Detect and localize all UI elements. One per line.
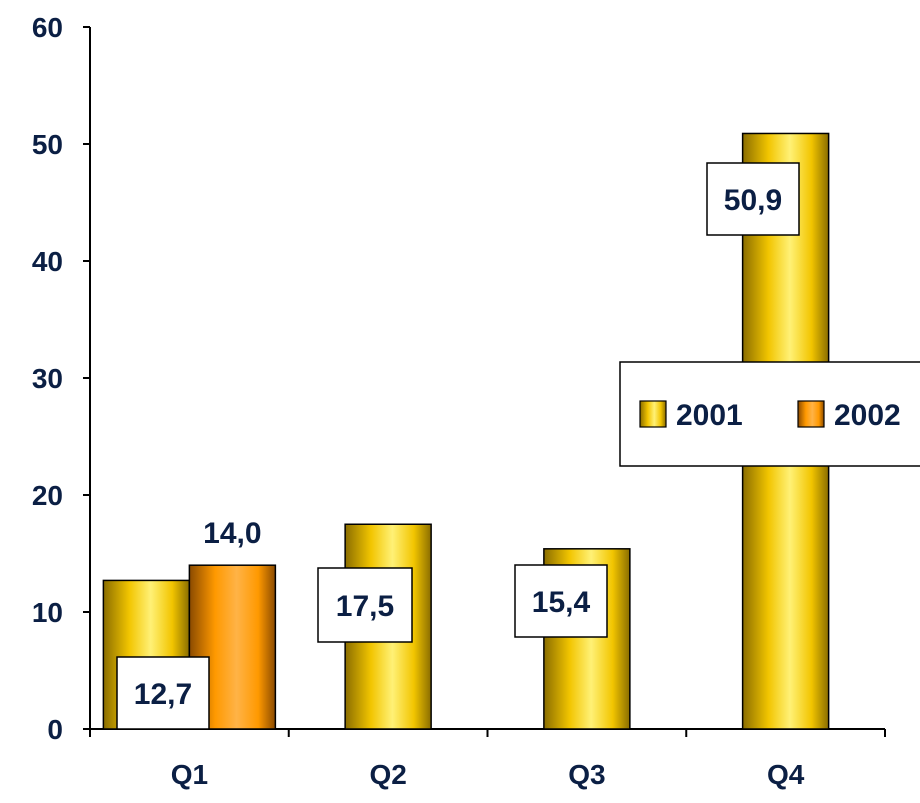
- data-label-2001: 12,7: [134, 678, 192, 711]
- data-labels: 12,7 14,0 17,5 15,4 50,9: [116, 162, 800, 730]
- legend-box: [619, 361, 920, 467]
- legend-swatch: [639, 400, 667, 428]
- legend-label: 2001: [676, 399, 743, 432]
- y-tick-label: 30: [32, 363, 63, 394]
- y-tick-label: 20: [32, 480, 63, 511]
- legend-swatch: [797, 400, 825, 428]
- axes: 0 10 20 30 40 50 60 Q1 Q2 Q3 Q4: [32, 12, 886, 790]
- y-tick-label: 60: [32, 12, 63, 43]
- y-tick-label: 50: [32, 129, 63, 160]
- data-label-box: [116, 656, 210, 730]
- y-tick-label: 0: [47, 714, 63, 745]
- y-tick-label: 10: [32, 597, 63, 628]
- x-tick-label: Q3: [568, 759, 605, 790]
- data-label-2001: 50,9: [724, 184, 782, 217]
- legend: 2001 2002: [619, 361, 920, 467]
- data-label-2001: 17,5: [336, 590, 394, 623]
- x-tick-label: Q4: [767, 759, 805, 790]
- x-tick-label: Q1: [171, 759, 208, 790]
- data-label-2002: 14,0: [203, 517, 261, 550]
- data-label-2001: 15,4: [532, 586, 591, 619]
- legend-label: 2002: [834, 399, 901, 432]
- data-label-box: [514, 564, 608, 638]
- data-label-box: [317, 567, 413, 643]
- x-tick-label: Q2: [369, 759, 406, 790]
- data-label-box: [706, 162, 800, 236]
- y-tick-label: 40: [32, 246, 63, 277]
